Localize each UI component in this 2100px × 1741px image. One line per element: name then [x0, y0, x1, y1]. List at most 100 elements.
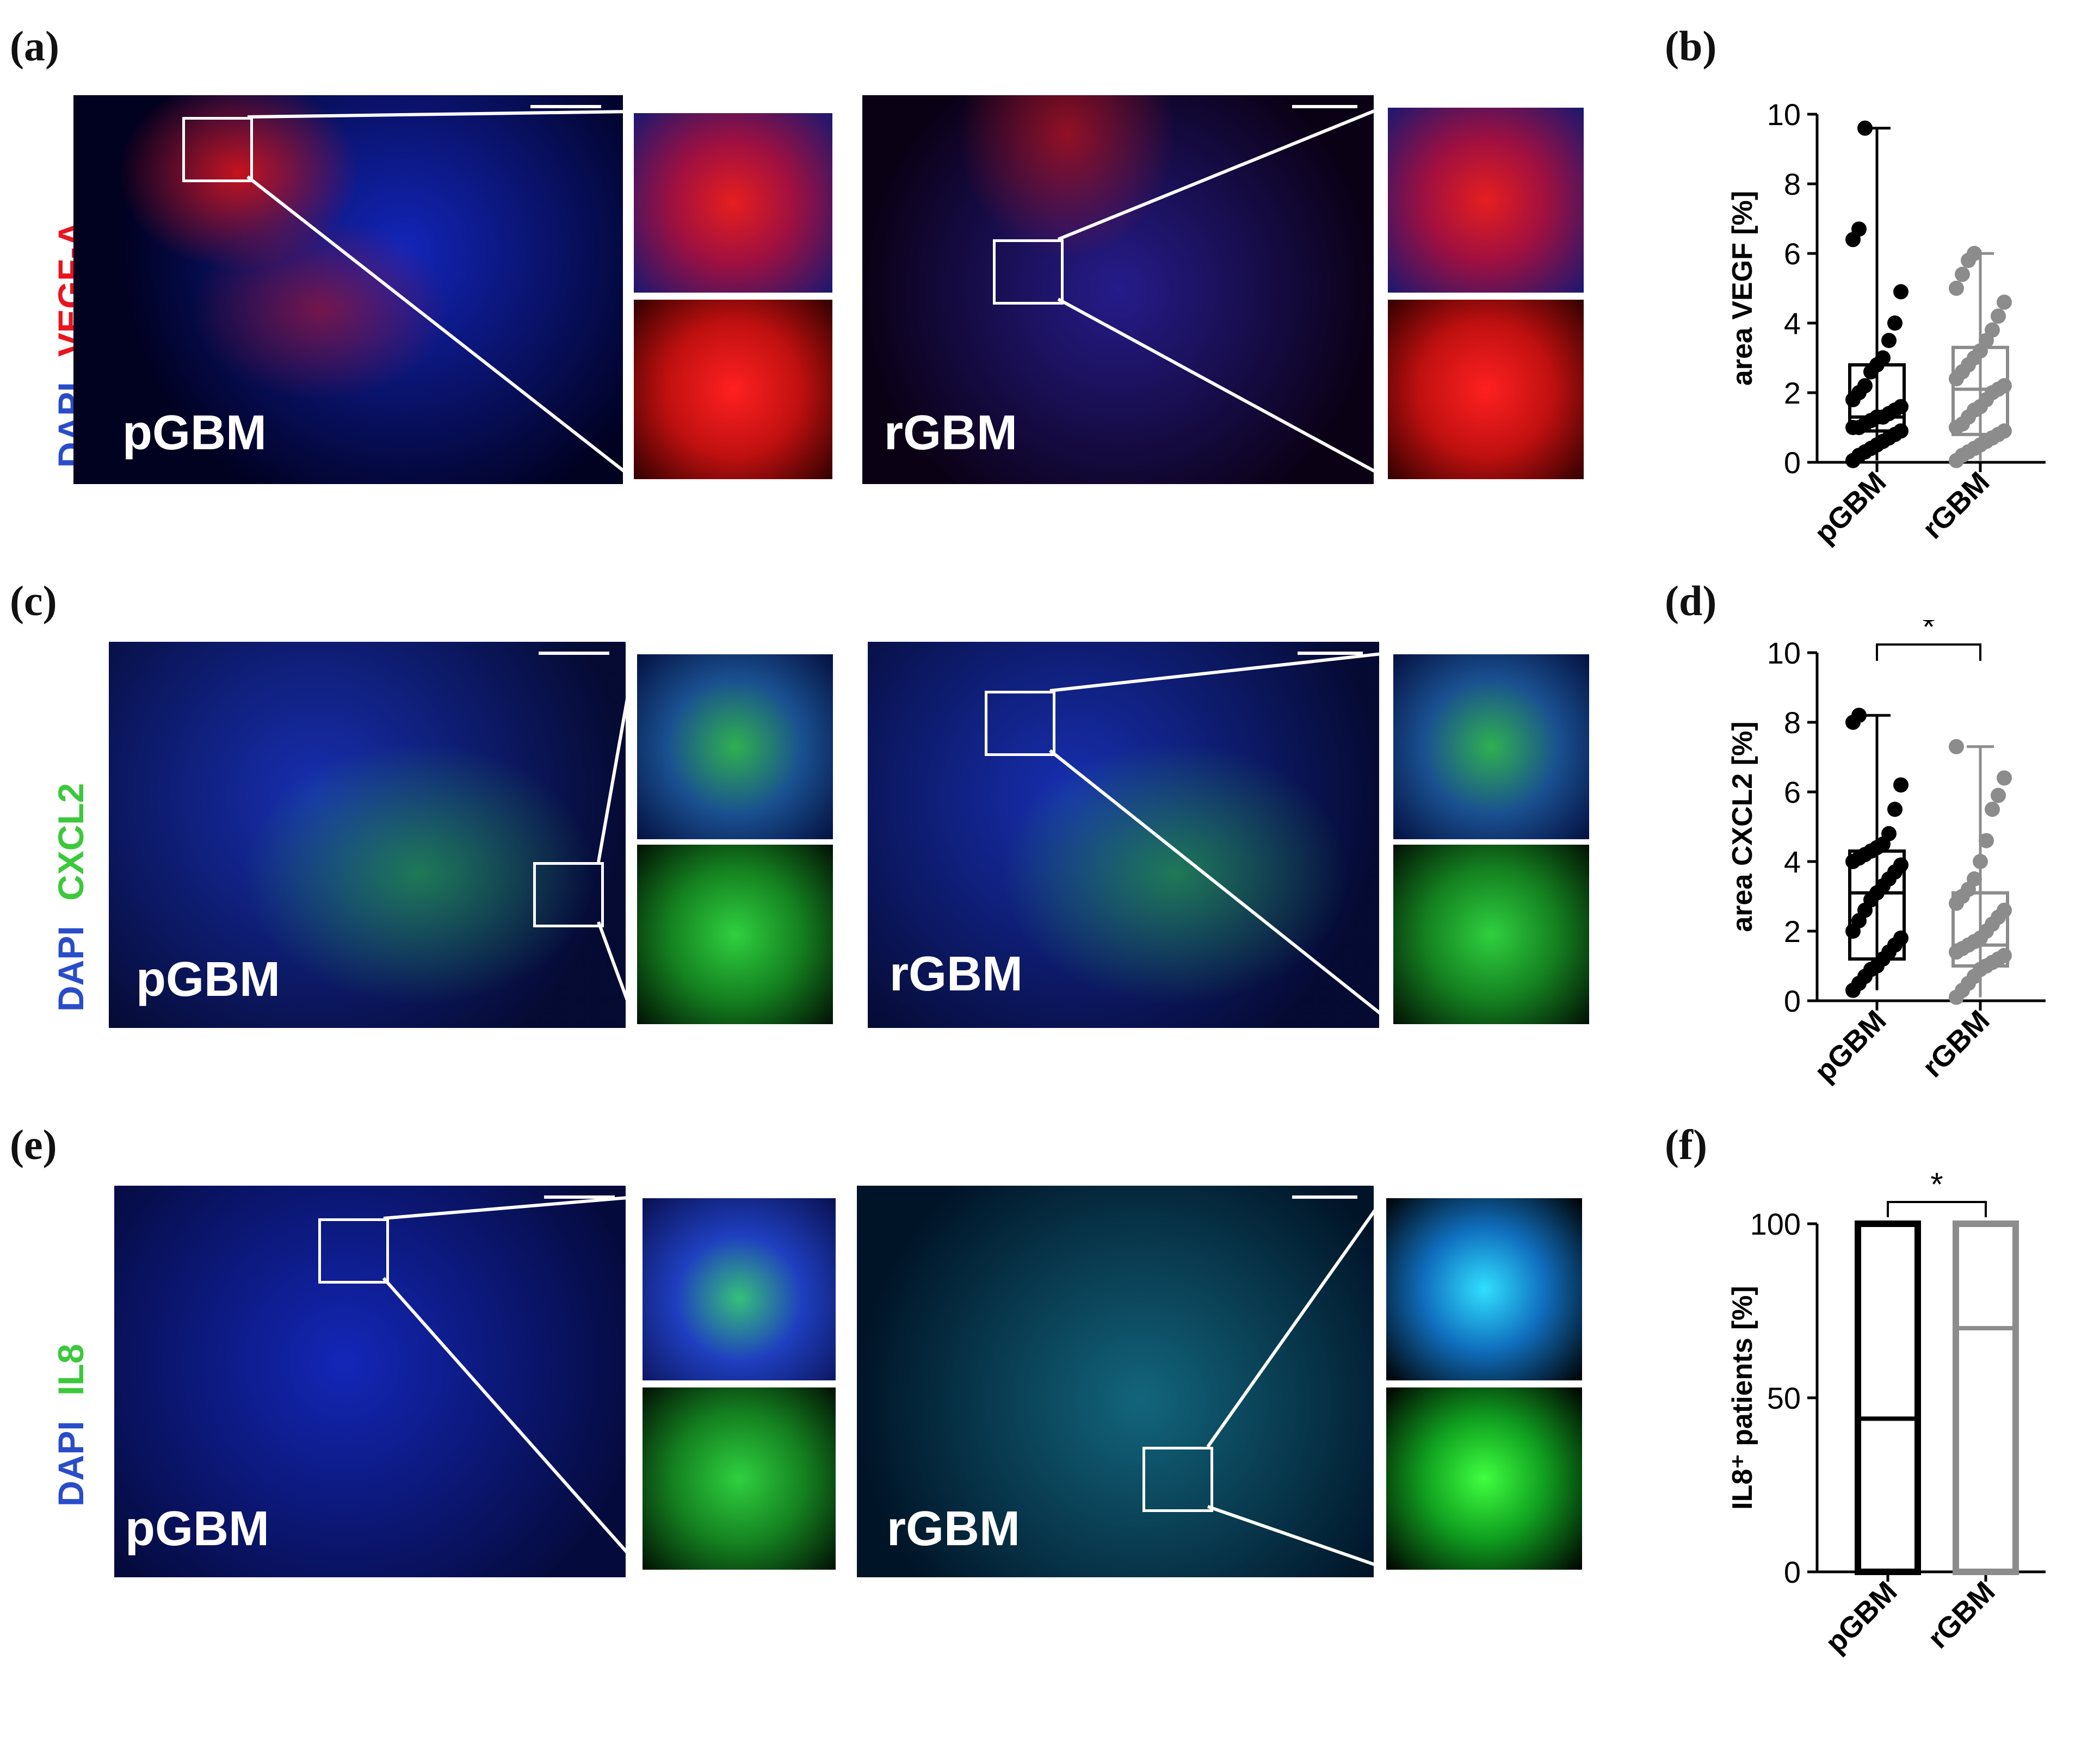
- data-point: [1967, 246, 1982, 261]
- scale-bar: [1292, 1195, 1357, 1199]
- significance-bracket: [1876, 643, 1981, 661]
- y-tick-label: 2: [1784, 376, 1801, 410]
- zoom-box: [993, 239, 1064, 305]
- marker-label: IL8: [51, 1343, 91, 1396]
- y-tick-label: 4: [1784, 306, 1801, 340]
- inset-single: [632, 298, 834, 481]
- data-point: [1875, 350, 1891, 365]
- data-point: [1997, 947, 2012, 963]
- data-point: [1985, 322, 2000, 338]
- chart-cxcl2-area: 0 2 4 6 8 10 area CXCL2 [%] pGBM rGBM *: [1727, 620, 2046, 1088]
- zoom-box: [182, 117, 253, 182]
- inset-single: [1386, 298, 1585, 481]
- data-point: [1997, 902, 2012, 918]
- inset-merge: [635, 653, 835, 841]
- inset-merge: [1385, 1197, 1584, 1382]
- zoom-box: [985, 691, 1055, 756]
- inset-single: [1385, 1386, 1584, 1571]
- data-point: [1973, 854, 1988, 869]
- data-point: [1991, 788, 2006, 803]
- data-point: [1893, 930, 1908, 946]
- micrograph-pgbm-vegf: pGBM: [73, 95, 623, 484]
- stain-label-e: DAPI IL8: [50, 1344, 91, 1507]
- data-point: [1991, 308, 2006, 324]
- panel-letter-d: (d): [1665, 577, 1717, 624]
- data-point: [1887, 315, 1903, 331]
- significance-marker: *: [1930, 1166, 1943, 1203]
- sample-label: pGBM: [136, 952, 280, 1007]
- data-point: [1997, 423, 2012, 439]
- scale-bar: [1292, 105, 1357, 108]
- data-point: [1857, 120, 1873, 136]
- inset-merge: [632, 111, 834, 294]
- x-tick-label: pGBM: [1808, 1004, 1893, 1088]
- significance-marker: *: [1922, 620, 1935, 645]
- y-tick-label: 100: [1750, 1207, 1801, 1241]
- y-tick-label: 0: [1784, 1555, 1801, 1589]
- inset-single: [1392, 843, 1591, 1026]
- sample-label: rGBM: [887, 1502, 1020, 1556]
- data-point: [1893, 857, 1908, 873]
- panel-letter-c: (c): [10, 577, 57, 624]
- zoom-box: [318, 1218, 389, 1284]
- micrograph-rgbm-cxcl2: rGBM: [868, 642, 1379, 1028]
- sample-label: rGBM: [884, 406, 1017, 460]
- data-point: [1893, 777, 1908, 793]
- y-tick-label: 8: [1784, 705, 1801, 740]
- micrograph-rgbm-il8: rGBM: [857, 1186, 1374, 1577]
- data-point: [1967, 871, 1982, 887]
- significance-bracket: [1887, 1201, 1987, 1217]
- data-point: [1985, 802, 2000, 817]
- x-tick-label: rGBM: [1916, 1004, 1996, 1083]
- data-point: [1949, 739, 1964, 754]
- micrograph-rgbm-vegf: rGBM: [862, 95, 1374, 484]
- chart-vegf-area: 0 2 4 6 8 10 area VEGF [%] pGBM rGBM: [1727, 97, 2046, 550]
- data-point: [1857, 378, 1873, 394]
- data-point: [1893, 399, 1908, 414]
- y-tick-label: 6: [1784, 237, 1801, 271]
- x-tick-label: pGBM: [1819, 1575, 1904, 1659]
- data-point: [1851, 221, 1867, 237]
- data-point: [1887, 802, 1903, 817]
- sample-label: pGBM: [122, 406, 267, 460]
- scale-bar: [530, 105, 601, 108]
- panel-letter-f: (f): [1665, 1121, 1707, 1168]
- y-tick-label: 8: [1784, 167, 1801, 201]
- data-point: [1955, 267, 1970, 282]
- y-axis-label: IL8⁺ patients [%]: [1727, 1286, 1758, 1510]
- sample-label: rGBM: [890, 947, 1023, 1001]
- panel-letter-a: (a): [10, 22, 59, 70]
- bar: [1855, 1220, 1921, 1575]
- y-tick-label: 10: [1767, 636, 1801, 670]
- bar: [1953, 1220, 2019, 1575]
- zoom-box: [533, 862, 604, 927]
- data-point: [1881, 333, 1897, 348]
- micrograph-pgbm-il8: pGBM: [114, 1186, 626, 1577]
- chart-il8-patients: 0 50 100 IL8⁺ patients [%] pGBM rGBM *: [1727, 1166, 2046, 1659]
- y-tick-label: 0: [1784, 984, 1801, 1018]
- marker-label: CXCL2: [51, 783, 91, 901]
- inset-merge: [1386, 106, 1585, 294]
- data-point: [1997, 770, 2012, 786]
- inset-single: [635, 843, 835, 1026]
- zoom-box: [1142, 1447, 1213, 1512]
- y-tick-label: 2: [1784, 914, 1801, 949]
- panel-letter-e: (e): [10, 1121, 57, 1168]
- y-tick-label: 0: [1784, 445, 1801, 480]
- data-point: [1893, 423, 1908, 439]
- y-tick-label: 50: [1767, 1381, 1801, 1415]
- scale-bar: [539, 652, 609, 655]
- y-tick-label: 10: [1767, 97, 1801, 132]
- data-point: [1893, 284, 1908, 300]
- panel-letter-b: (b): [1665, 22, 1717, 70]
- counterstain-label: DAPI: [51, 926, 91, 1012]
- stain-label-c: DAPI CXCL2: [50, 783, 91, 1012]
- data-point: [1881, 826, 1897, 841]
- y-axis-label: area VEGF [%]: [1727, 191, 1758, 386]
- y-axis-label: area CXCL2 [%]: [1727, 721, 1758, 932]
- x-tick-label: rGBM: [1916, 466, 1996, 545]
- micrograph-pgbm-cxcl2: pGBM: [109, 642, 626, 1028]
- inset-single: [641, 1386, 837, 1571]
- x-tick-label: rGBM: [1922, 1575, 2001, 1655]
- y-tick-label: 4: [1784, 845, 1801, 879]
